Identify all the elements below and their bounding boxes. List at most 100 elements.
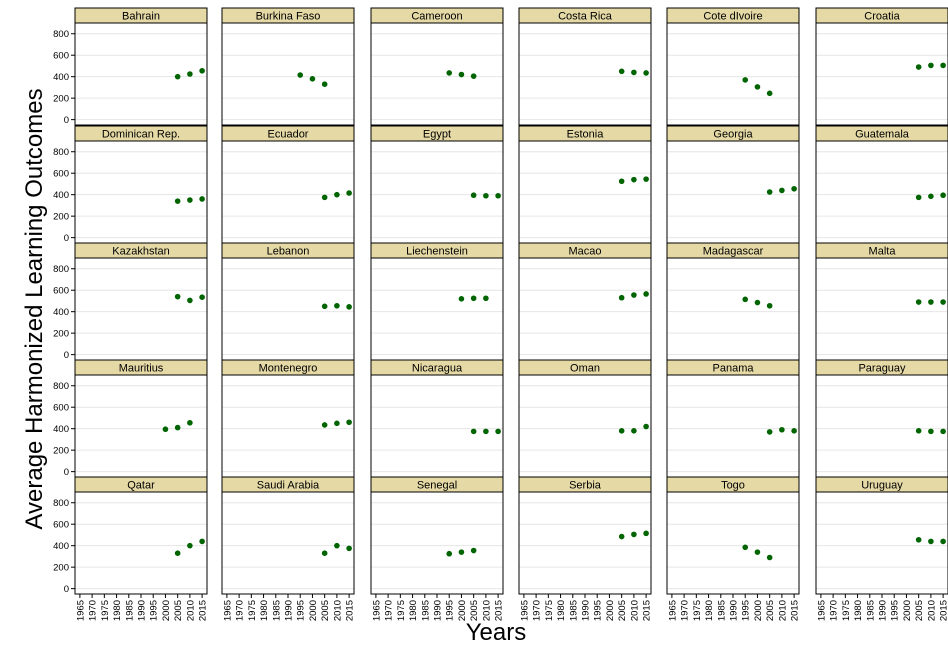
- facet-strip-label: Malta: [869, 246, 897, 258]
- facet-panel-border: [74, 491, 208, 595]
- data-point: [618, 178, 625, 185]
- x-tick-label: 1985: [271, 600, 282, 621]
- data-point: [631, 428, 637, 434]
- data-point: [618, 533, 625, 540]
- data-point: [321, 422, 328, 428]
- facet-strip-label: Ecuador: [268, 129, 309, 141]
- y-tick-label: 200: [53, 446, 69, 457]
- facet-panel: Burkina Faso: [221, 7, 355, 126]
- y-tick-label: 600: [53, 403, 69, 414]
- x-tick-label: 1985: [568, 600, 579, 621]
- facet-panel-border: [518, 374, 652, 478]
- data-point: [162, 426, 169, 433]
- data-point: [187, 71, 193, 77]
- data-point: [940, 62, 946, 69]
- facet-strip-label: Montenegro: [259, 363, 318, 375]
- x-tick-label: 1970: [235, 600, 246, 621]
- x-tick-label: 2005: [320, 600, 331, 621]
- facet-panel: Dominican Rep. 0 200 400 600 800: [53, 125, 208, 244]
- data-point: [446, 70, 453, 76]
- x-tick-label: 1985: [865, 600, 876, 621]
- data-point: [928, 428, 934, 435]
- data-point: [915, 194, 922, 201]
- data-point: [643, 291, 649, 297]
- facet-panel-border: [74, 22, 208, 126]
- facet-strip-label: Liechenstein: [406, 246, 468, 258]
- facet-strip-label: Kazakhstan: [112, 246, 169, 258]
- data-point: [187, 297, 193, 304]
- y-tick-label: 800: [53, 498, 69, 509]
- data-point: [346, 419, 352, 426]
- y-tick-label: 800: [53, 381, 69, 392]
- y-tick-label: 400: [53, 424, 69, 435]
- facet-strip-label: Uruguay: [861, 480, 903, 492]
- data-point: [791, 428, 797, 434]
- x-tick-label: 1975: [544, 600, 555, 621]
- data-point: [483, 192, 489, 199]
- y-tick-label: 200: [53, 212, 69, 223]
- facet-strip-label: Bahrain: [122, 11, 160, 23]
- data-point: [940, 428, 946, 435]
- data-point: [458, 549, 465, 555]
- data-point: [643, 176, 649, 182]
- x-tick-label: 1970: [384, 600, 395, 621]
- x-tick-label: 1965: [371, 600, 382, 621]
- facet-panel: Liechenstein: [370, 242, 504, 361]
- data-point: [187, 197, 193, 203]
- y-tick-label: 600: [53, 51, 69, 62]
- x-tick-label: 2010: [481, 600, 492, 621]
- x-tick-label: 1985: [420, 600, 431, 621]
- data-point: [754, 299, 761, 306]
- data-point: [174, 198, 181, 204]
- x-tick-label: 1980: [853, 600, 864, 621]
- x-tick-label: 2000: [457, 600, 468, 621]
- x-tick-label: 2000: [605, 600, 616, 621]
- x-tick-label: 1995: [741, 600, 752, 621]
- data-point: [174, 424, 181, 431]
- y-tick-label: 0: [64, 233, 69, 244]
- data-point: [742, 77, 749, 83]
- data-point: [779, 426, 785, 433]
- facet-panel-border: [666, 257, 800, 361]
- data-point: [174, 73, 181, 80]
- data-point: [334, 302, 340, 309]
- x-tick-label: 2010: [185, 600, 196, 621]
- facet-panel-border: [666, 22, 800, 126]
- facet-panel-border: [518, 257, 652, 361]
- data-point: [470, 73, 477, 79]
- facet-panel: Guatemala: [815, 125, 948, 244]
- x-tick-label: 2015: [345, 600, 356, 621]
- data-point: [915, 536, 922, 543]
- x-tick-label: 1995: [890, 600, 901, 621]
- y-tick-label: 0: [64, 467, 69, 478]
- facet-panel: Montenegro: [221, 359, 355, 478]
- data-point: [766, 302, 773, 309]
- x-tick-label: 2015: [198, 600, 209, 621]
- x-tick-label: 1995: [445, 600, 456, 621]
- facet-panel-border: [221, 257, 355, 361]
- facet-panel-border: [221, 491, 355, 595]
- data-point: [346, 545, 352, 552]
- x-tick-label: 1975: [396, 600, 407, 621]
- data-point: [915, 428, 922, 434]
- x-tick-label: 2010: [777, 600, 788, 621]
- x-tick-label: 1985: [124, 600, 135, 621]
- y-tick-label: 400: [53, 72, 69, 83]
- facet-panel-border: [74, 257, 208, 361]
- facet-strip-label: Cameroon: [411, 11, 462, 23]
- data-point: [321, 81, 328, 87]
- x-tick-label: 1970: [88, 600, 99, 621]
- facet-panel: Paraguay: [815, 359, 948, 478]
- x-tick-label: 2005: [617, 600, 628, 621]
- facet-panel-border: [666, 374, 800, 478]
- data-point: [483, 295, 489, 302]
- facet-strip-label: Senegal: [417, 480, 457, 492]
- data-point: [174, 550, 181, 556]
- x-tick-label: 2000: [161, 600, 172, 621]
- facet-panel-border: [221, 374, 355, 478]
- facet-panel: Malta: [815, 242, 948, 361]
- data-point: [458, 296, 465, 302]
- data-point: [321, 303, 328, 310]
